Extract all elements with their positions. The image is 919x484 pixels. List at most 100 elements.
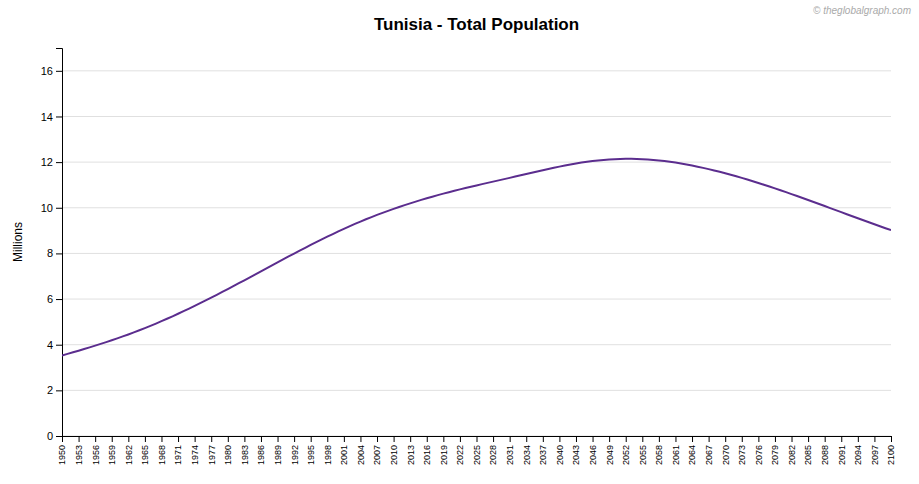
tick: 2046 (588, 436, 598, 465)
tick: 2019 (439, 436, 449, 465)
tick: 2073 (737, 436, 747, 465)
tick-label: 2070 (721, 445, 731, 465)
tick: 2061 (671, 436, 681, 465)
tick-mark (95, 436, 96, 442)
tick: 2037 (538, 436, 548, 465)
tick-label: 2067 (704, 445, 714, 465)
tick-label: 6 (47, 293, 53, 305)
tick: 2067 (704, 436, 714, 465)
tick: 2034 (522, 436, 532, 465)
tick-mark (593, 436, 594, 442)
tick: 8 (47, 247, 62, 259)
tick-mark (377, 436, 378, 442)
tick: 2100 (886, 436, 896, 465)
tick-label: 2034 (522, 445, 532, 465)
tick-mark (642, 436, 643, 442)
tick-mark (244, 436, 245, 442)
grid-line (62, 207, 891, 208)
tick: 2070 (721, 436, 731, 465)
tick-label: 8 (47, 247, 53, 259)
tick-mark (559, 436, 560, 442)
tick-label: 1962 (124, 445, 134, 465)
tick-mark (808, 436, 809, 442)
tick-label: 2013 (406, 445, 416, 465)
tick: 2094 (853, 436, 863, 465)
tick-label: 2073 (737, 445, 747, 465)
tick-label: 1983 (240, 445, 250, 465)
tick-label: 1974 (190, 445, 200, 465)
grid-line (62, 344, 891, 345)
tick-mark (360, 436, 361, 442)
tick: 16 (41, 65, 62, 77)
tick-label: 2043 (571, 445, 581, 465)
tick-mark (56, 390, 62, 391)
grid-line (62, 253, 891, 254)
tick-label: 2037 (538, 445, 548, 465)
tick-label: 2 (47, 384, 53, 396)
tick-mark (825, 436, 826, 442)
tick: 1995 (306, 436, 316, 465)
tick-label: 1965 (140, 445, 150, 465)
tick-label: 14 (41, 110, 53, 122)
tick-label: 2052 (621, 445, 631, 465)
tick-mark (56, 253, 62, 254)
tick-mark (758, 436, 759, 442)
tick-label: 2088 (820, 445, 830, 465)
tick: 2091 (837, 436, 847, 465)
tick: 2064 (687, 436, 697, 465)
tick: 1968 (157, 436, 167, 465)
tick-mark (692, 436, 693, 442)
tick-mark (327, 436, 328, 442)
tick-mark (56, 162, 62, 163)
tick-label: 1959 (107, 445, 117, 465)
tick: 1986 (256, 436, 266, 465)
tick-label: 2097 (870, 445, 880, 465)
tick-label: 1953 (74, 445, 84, 465)
tick: 1950 (57, 436, 67, 465)
tick: 2016 (422, 436, 432, 465)
tick-mark (775, 436, 776, 442)
tick-label: 4 (47, 339, 53, 351)
tick: 1977 (207, 436, 217, 465)
tick-mark (659, 436, 660, 442)
tick: 1980 (223, 436, 233, 465)
tick-label: 12 (41, 156, 53, 168)
tick-label: 2049 (605, 445, 615, 465)
tick-mark (891, 436, 892, 442)
tick-label: 10 (41, 202, 53, 214)
tick-label: 1971 (173, 445, 183, 465)
tick-label: 2046 (588, 445, 598, 465)
tick: 2055 (638, 436, 648, 465)
tick-label: 1950 (57, 445, 67, 465)
tick-mark (112, 436, 113, 442)
tick-label: 2007 (372, 445, 382, 465)
tick-label: 2025 (472, 445, 482, 465)
tick: 2 (47, 384, 62, 396)
tick-label: 2010 (389, 445, 399, 465)
tick: 2058 (654, 436, 664, 465)
tick-mark (493, 436, 494, 442)
tick-mark (311, 436, 312, 442)
tick: 1998 (323, 436, 333, 465)
tick-mark (477, 436, 478, 442)
grid-line (62, 390, 891, 391)
tick: 2052 (621, 436, 631, 465)
tick-mark (56, 208, 62, 209)
tick: 0 (47, 430, 62, 442)
tick-mark (278, 436, 279, 442)
tick-mark (410, 436, 411, 442)
tick-label: 2076 (754, 445, 764, 465)
tick-mark (709, 436, 710, 442)
tick-label: 2022 (455, 445, 465, 465)
tick: 1992 (290, 436, 300, 465)
grid-line (62, 70, 891, 71)
tick-mark (576, 436, 577, 442)
tick: 1965 (140, 436, 150, 465)
tick-mark (195, 436, 196, 442)
tick-mark (56, 436, 62, 437)
y-axis: 0 2 4 6 8 10 12 14 16 (41, 49, 63, 443)
tick: 12 (41, 156, 62, 168)
tick-label: 2055 (638, 445, 648, 465)
tick-label: 2016 (422, 445, 432, 465)
y-axis-title: Millions (11, 222, 25, 262)
